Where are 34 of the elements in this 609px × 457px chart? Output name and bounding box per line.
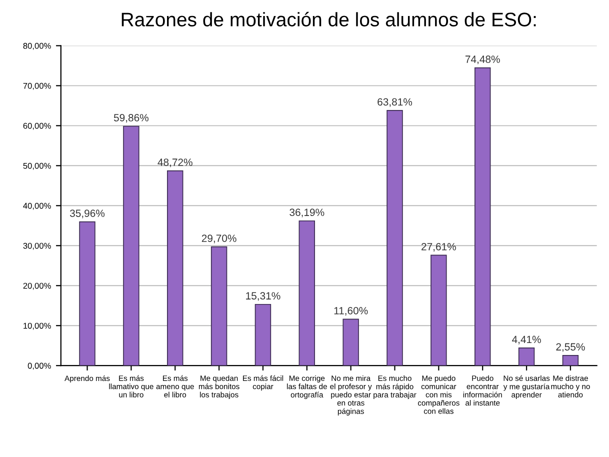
y-tick-label: 80,00% — [23, 42, 51, 50]
bar — [167, 170, 184, 366]
y-tick-label: 40,00% — [23, 202, 51, 210]
bar — [210, 246, 228, 366]
data-label: 48,72% — [158, 158, 192, 168]
chart-title: Razones de motivación de los alumnos de ESO: — [122, 12, 536, 26]
y-tick-label: 10,00% — [24, 322, 51, 330]
data-label: 11,60% — [334, 307, 368, 316]
bar — [386, 110, 403, 366]
bar — [79, 221, 96, 366]
y-tick-label: 50,00% — [23, 162, 51, 170]
data-label: 63,81% — [378, 98, 412, 107]
y-tick-label: 0,00% — [28, 362, 51, 370]
y-tick-label: 30,00% — [23, 242, 51, 250]
bar — [342, 318, 359, 366]
y-tick-label: 60,00% — [23, 122, 51, 130]
data-label: 35,96% — [70, 210, 105, 218]
bar — [474, 67, 491, 366]
y-tick-label: 20,00% — [23, 282, 51, 290]
bar — [430, 254, 447, 366]
y-tick-label: 70,00% — [23, 82, 51, 90]
bar — [298, 220, 316, 366]
data-label: 15,31% — [246, 292, 280, 301]
bar — [562, 354, 579, 366]
data-label: 2,55% — [556, 343, 585, 352]
bar — [254, 304, 272, 366]
data-label: 36,19% — [290, 208, 324, 218]
data-label: 29,70% — [202, 234, 236, 244]
bar — [123, 126, 140, 366]
bar — [518, 348, 535, 366]
data-label: 59,86% — [114, 114, 148, 123]
data-label: 27,61% — [422, 242, 456, 252]
data-label: 74,48% — [465, 56, 500, 64]
data-label: 4,41% — [512, 336, 541, 344]
